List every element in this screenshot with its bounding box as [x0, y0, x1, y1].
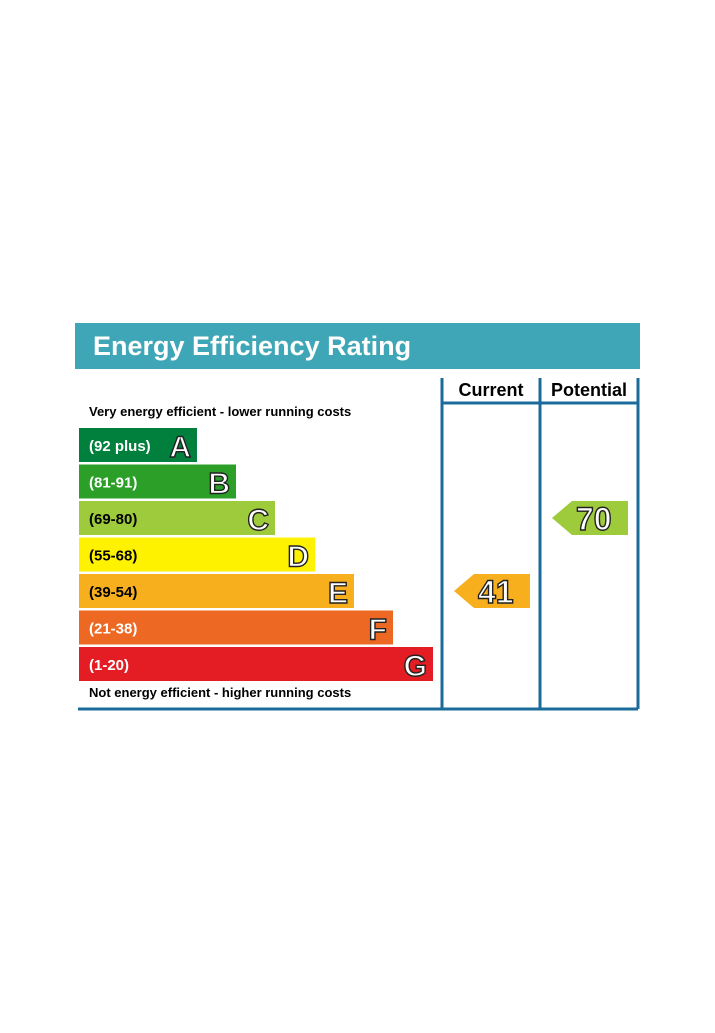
band-letter: B	[208, 468, 230, 501]
band-bar-a	[79, 428, 197, 462]
band-range-label: (69-80)	[89, 511, 137, 528]
current-rating-arrow: 41	[454, 573, 530, 611]
band-d: (55-68) D	[79, 537, 315, 574]
chart-title: Energy Efficiency Rating	[93, 331, 411, 361]
rating-arrows: 41 70	[454, 500, 628, 611]
potential-rating-arrow-value: 70	[576, 501, 612, 537]
rating-bands: (92 plus) A(81-91) B(69-80) C(55-68) D(39-54…	[79, 428, 433, 684]
band-b: (81-91) B	[79, 464, 236, 501]
band-f: (21-38) F	[79, 610, 393, 647]
band-bar-e	[79, 574, 354, 608]
band-letter: G	[404, 650, 427, 683]
current-column-header: Current	[458, 380, 523, 400]
band-bar-b	[79, 464, 236, 499]
band-bar-c	[79, 501, 275, 535]
band-letter: A	[169, 431, 191, 464]
band-letter: D	[287, 541, 309, 574]
band-letter: C	[247, 504, 269, 537]
band-range-label: (1-20)	[89, 657, 129, 674]
band-bar-d	[79, 537, 315, 572]
band-c: (69-80) C	[79, 501, 275, 538]
potential-column-header: Potential	[551, 380, 627, 400]
band-a: (92 plus) A	[79, 428, 197, 465]
title-bar	[75, 323, 640, 369]
band-e: (39-54) E	[79, 574, 354, 611]
band-range-label: (21-38)	[89, 621, 137, 638]
band-g: (1-20) G	[79, 647, 433, 684]
band-letter: F	[369, 614, 387, 647]
current-rating-arrow-shape	[454, 574, 530, 608]
chart-frame	[78, 378, 640, 711]
band-range-label: (81-91)	[89, 475, 137, 492]
band-bar-f	[79, 610, 393, 645]
potential-rating-arrow-shape	[552, 501, 628, 535]
band-range-label: (39-54)	[89, 584, 137, 601]
band-bar-g	[79, 647, 433, 681]
band-letter: E	[328, 577, 348, 610]
top-note: Very energy efficient - lower running co…	[89, 404, 351, 419]
potential-rating-arrow: 70	[552, 500, 628, 538]
current-rating-arrow-value: 41	[478, 574, 514, 610]
band-range-label: (55-68)	[89, 548, 137, 565]
band-range-label: (92 plus)	[89, 438, 151, 455]
bottom-note: Not energy efficient - higher running co…	[89, 685, 351, 700]
